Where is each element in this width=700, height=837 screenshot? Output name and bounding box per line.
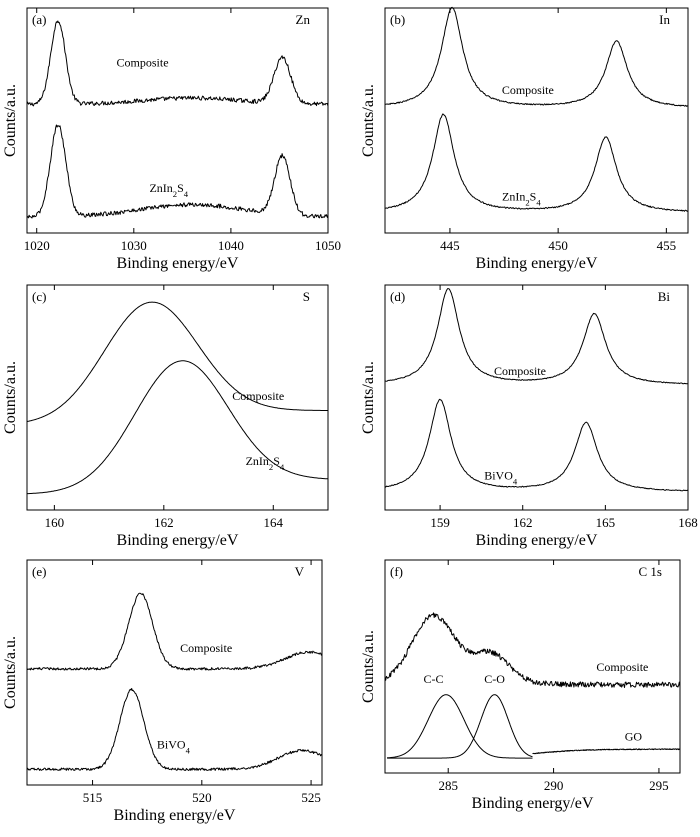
panel-in: 445 450 455 Binding energy/eV Counts/a.u. (b)… xyxy=(360,6,689,272)
y-axis-label: Counts/a.u. xyxy=(2,84,19,157)
x-axis-label: Binding energy/eV xyxy=(117,255,239,272)
series-composite-line xyxy=(384,6,689,107)
plot-frame xyxy=(26,559,323,786)
panel-s: 160 162 164 Binding energy/eV Counts/a.u. (c)… xyxy=(2,284,329,549)
series-znin2s4-line xyxy=(26,360,328,495)
series-composite-line xyxy=(26,20,329,107)
x-tick-label: 168 xyxy=(678,515,698,530)
panel-letter: (b) xyxy=(390,12,405,27)
x-tick-label: 520 xyxy=(192,790,212,805)
x-tick-label: 1030 xyxy=(121,238,147,253)
series-label-composite: Composite xyxy=(117,56,169,70)
panel-element-label: Zn xyxy=(296,12,311,27)
x-axis-label: Binding energy/eV xyxy=(472,795,594,812)
x-tick-label: 1020 xyxy=(24,238,50,253)
panel-letter: (a) xyxy=(32,12,46,27)
panel-element-label: In xyxy=(659,12,670,27)
plot-frame xyxy=(26,7,329,234)
x-tick-label: 285 xyxy=(438,778,458,793)
panel-element-label: C 1s xyxy=(639,564,662,579)
x-axis-label: Binding energy/eV xyxy=(114,807,236,824)
plot-frame xyxy=(26,284,329,511)
series-label-c-c: C-C xyxy=(423,672,443,686)
series-label-composite: Composite xyxy=(502,83,554,97)
series-composite-line xyxy=(26,301,328,423)
series-c-o-line xyxy=(387,694,533,759)
x-tick-label: 162 xyxy=(513,515,533,530)
y-axis-label: Counts/a.u. xyxy=(2,636,19,709)
panel-element-label: Bi xyxy=(658,289,671,304)
series-label-znin2s4: ZnIn2S4 xyxy=(246,454,285,472)
panel-letter: (d) xyxy=(390,289,405,304)
y-axis-label: Counts/a.u. xyxy=(360,84,377,157)
panel-c-1s: 285 290 295 Binding energy/eV Counts/a.u. (f)… xyxy=(360,559,681,812)
series-label-composite: Composite xyxy=(596,660,648,674)
panel-element-label: S xyxy=(303,289,310,304)
panel-bi: 159 162 165 168 Binding energy/eV Counts/a.u.… xyxy=(360,284,698,549)
x-tick-label: 295 xyxy=(649,778,669,793)
panel-element-label: V xyxy=(295,564,305,579)
panel-zn: 1020 1030 1040 1050 Binding energy/eV Counts/… xyxy=(2,7,341,272)
x-tick-label: 1040 xyxy=(218,238,244,253)
series-label-znin2s4: ZnIn2S4 xyxy=(502,190,541,208)
series-composite-line xyxy=(384,612,681,688)
panel-v: 515 520 525 Binding energy/eV Counts/a.u. (e)… xyxy=(2,559,323,824)
series-c-c-line xyxy=(387,694,533,759)
series-label-c-o: C-O xyxy=(484,672,505,686)
x-tick-label: 525 xyxy=(301,790,321,805)
series-composite-line xyxy=(384,288,688,385)
x-tick-label: 165 xyxy=(596,515,616,530)
x-tick-label: 159 xyxy=(430,515,450,530)
x-axis-label: Binding energy/eV xyxy=(117,532,239,549)
series-label-bivo4: BiVO4 xyxy=(484,469,518,487)
series-label-composite: Composite xyxy=(232,389,284,403)
series-label-go: GO xyxy=(625,729,643,743)
x-tick-label: 164 xyxy=(264,515,284,530)
plot-frame xyxy=(384,559,681,774)
series-go-line xyxy=(532,748,681,755)
panel-letter: (e) xyxy=(32,564,46,579)
x-axis-label: Binding energy/eV xyxy=(476,532,598,549)
series-label-znin2s4: ZnIn2S4 xyxy=(149,181,188,199)
panel-letter: (f) xyxy=(390,564,403,579)
series-label-composite: Composite xyxy=(494,364,546,378)
series-label-bivo4: BiVO4 xyxy=(157,737,191,755)
series-znin2s4-line xyxy=(27,124,329,219)
x-tick-label: 445 xyxy=(440,238,460,253)
x-tick-label: 450 xyxy=(548,238,568,253)
y-axis-label: Counts/a.u. xyxy=(360,630,377,703)
x-axis-label: Binding energy/eV xyxy=(476,255,598,272)
series-bivo4-line xyxy=(384,398,689,492)
panel-letter: (c) xyxy=(32,289,46,304)
series-composite-line xyxy=(26,592,323,671)
series-bivo4-line xyxy=(26,688,323,771)
x-tick-label: 162 xyxy=(154,515,174,530)
y-axis-label: Counts/a.u. xyxy=(360,361,377,434)
x-tick-label: 290 xyxy=(544,778,564,793)
plot-frame xyxy=(384,284,689,511)
series-znin2s4-line xyxy=(384,113,689,212)
x-tick-label: 515 xyxy=(83,790,103,805)
series-label-composite: Composite xyxy=(180,641,232,655)
x-tick-label: 1050 xyxy=(315,238,341,253)
x-tick-label: 160 xyxy=(45,515,65,530)
plot-frame xyxy=(384,7,689,234)
y-axis-label: Counts/a.u. xyxy=(2,361,19,434)
x-tick-label: 455 xyxy=(657,238,677,253)
